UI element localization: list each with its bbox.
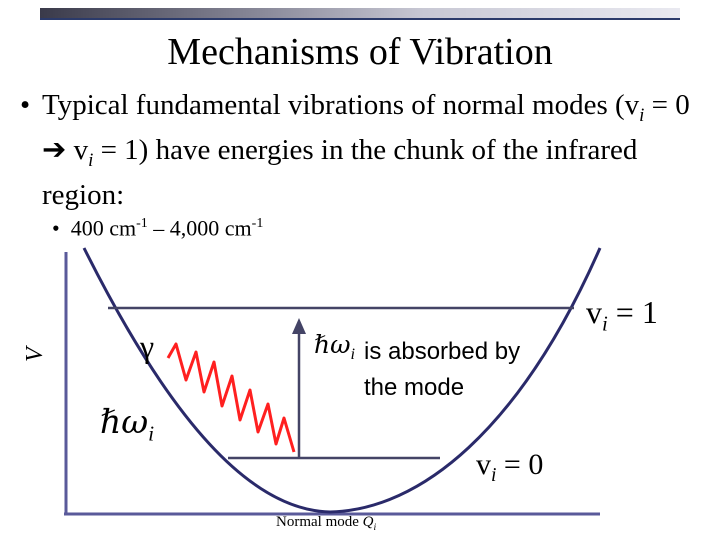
hw-subscript: i [148,421,155,446]
level-v: v [586,294,602,330]
x-axis-label-text: Normal mode [276,514,363,530]
level-value: = 0 [496,448,544,481]
y-axis-label: V [22,347,48,362]
x-axis-symbol: Q [362,514,374,530]
slide-title: Mechanisms of Vibration [167,31,553,73]
bullet-subscript: i [88,149,94,171]
bullet-text-part: v [66,133,89,166]
absorbed-line-1: is absorbed by [364,338,521,365]
bullet-subscript: i [639,104,645,126]
hw-symbol: ℏω [100,402,149,441]
absorbed-energy-symbol: ℏωi [314,330,355,364]
upper-level-label: vi = 1 [586,294,658,336]
sub-bullet-dot: • [52,215,60,241]
level-value: = 1 [607,294,658,330]
sub-bullet-text: – 4,000 cm [147,215,252,241]
bullet-dot: • [20,89,31,121]
level-sub: i [602,312,608,336]
x-axis-sub: i [373,522,377,533]
sub-bullet: • 400 cm-1 – 4,000 cm-1 [52,210,263,242]
photon-label: γ [140,328,155,364]
sub-bullet-text: 400 cm [70,215,137,241]
hw-subscript: i [350,345,356,363]
arrow-head-icon [292,318,306,334]
sub-bullet-sup: -1 [136,216,148,231]
hw-symbol: ℏω [314,330,351,359]
level-sub: i [491,465,497,486]
bullet-text-part: = 1) have energies in the chunk of the i… [42,133,638,211]
absorbed-caption: is absorbed by the mode [364,334,564,406]
potential-curve [82,247,602,514]
bullet-text-part: = 0 [644,89,690,121]
bullet-text: Typical fundamental vibrations of normal… [42,88,702,213]
level-v: v [476,448,491,481]
arrow-icon: ➔ [42,133,67,166]
title-decoration-bar [40,8,680,20]
photon-energy-symbol: ℏωi [100,402,154,447]
photon-wave-icon [166,342,296,453]
x-axis-label: Normal mode Qi [276,514,376,533]
sub-bullet-sup: -1 [251,216,264,231]
bullet-text-part: Typical fundamental vibrations of normal… [42,89,640,121]
absorbed-line-2: the mode [364,374,465,401]
lower-level-label: vi = 0 [476,448,543,487]
